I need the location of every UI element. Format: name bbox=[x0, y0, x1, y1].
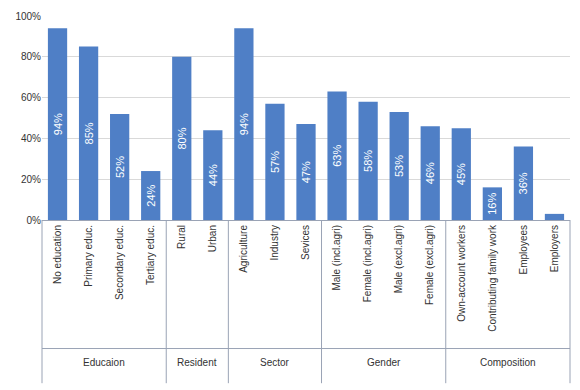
svg-text:Contributing family work: Contributing family work bbox=[487, 224, 498, 332]
svg-text:40%: 40% bbox=[21, 133, 41, 144]
svg-text:Male (incl.agri): Male (incl.agri) bbox=[331, 225, 342, 291]
svg-text:Gender: Gender bbox=[367, 357, 401, 368]
svg-text:Educaion: Educaion bbox=[83, 357, 125, 368]
svg-text:80%: 80% bbox=[21, 51, 41, 62]
svg-text:85%: 85% bbox=[83, 122, 95, 144]
svg-text:Tertiary educ.: Tertiary educ. bbox=[145, 225, 156, 285]
svg-text:Sevices: Sevices bbox=[300, 225, 311, 260]
svg-text:16%: 16% bbox=[486, 193, 498, 215]
svg-text:47%: 47% bbox=[300, 161, 312, 183]
svg-text:58%: 58% bbox=[362, 150, 374, 172]
svg-text:63%: 63% bbox=[331, 145, 343, 167]
svg-text:53%: 53% bbox=[393, 155, 405, 177]
svg-text:44%: 44% bbox=[207, 164, 219, 186]
svg-text:Female (excl.agri): Female (excl.agri) bbox=[424, 225, 435, 305]
svg-text:24%: 24% bbox=[145, 184, 157, 206]
svg-text:Resident: Resident bbox=[177, 357, 217, 368]
svg-text:Composition: Composition bbox=[480, 357, 536, 368]
svg-text:46%: 46% bbox=[424, 162, 436, 184]
svg-text:94%: 94% bbox=[52, 113, 64, 135]
svg-text:No education: No education bbox=[52, 225, 63, 284]
svg-text:Own-account workers: Own-account workers bbox=[456, 225, 467, 322]
svg-text:Rural: Rural bbox=[176, 225, 187, 249]
svg-text:Secondary educ.: Secondary educ. bbox=[114, 225, 125, 300]
svg-text:0%: 0% bbox=[27, 215, 42, 226]
svg-text:Employees: Employees bbox=[518, 225, 529, 274]
svg-text:Female (incl.agri): Female (incl.agri) bbox=[362, 225, 373, 302]
svg-text:Male (excl.agri): Male (excl.agri) bbox=[393, 225, 404, 293]
svg-text:94%: 94% bbox=[238, 113, 250, 135]
svg-text:57%: 57% bbox=[269, 151, 281, 173]
svg-text:52%: 52% bbox=[114, 156, 126, 178]
svg-text:Primary educ.: Primary educ. bbox=[83, 225, 94, 287]
svg-text:100%: 100% bbox=[15, 11, 41, 22]
svg-text:Sector: Sector bbox=[260, 357, 290, 368]
svg-text:Agriculture: Agriculture bbox=[238, 225, 249, 273]
svg-text:36%: 36% bbox=[517, 172, 529, 194]
svg-text:80%: 80% bbox=[176, 127, 188, 149]
svg-text:Employers: Employers bbox=[549, 225, 560, 272]
svg-text:20%: 20% bbox=[21, 174, 41, 185]
svg-text:60%: 60% bbox=[21, 92, 41, 103]
svg-text:Urban: Urban bbox=[207, 225, 218, 252]
svg-text:45%: 45% bbox=[455, 163, 467, 185]
svg-text:Industry: Industry bbox=[269, 225, 280, 261]
